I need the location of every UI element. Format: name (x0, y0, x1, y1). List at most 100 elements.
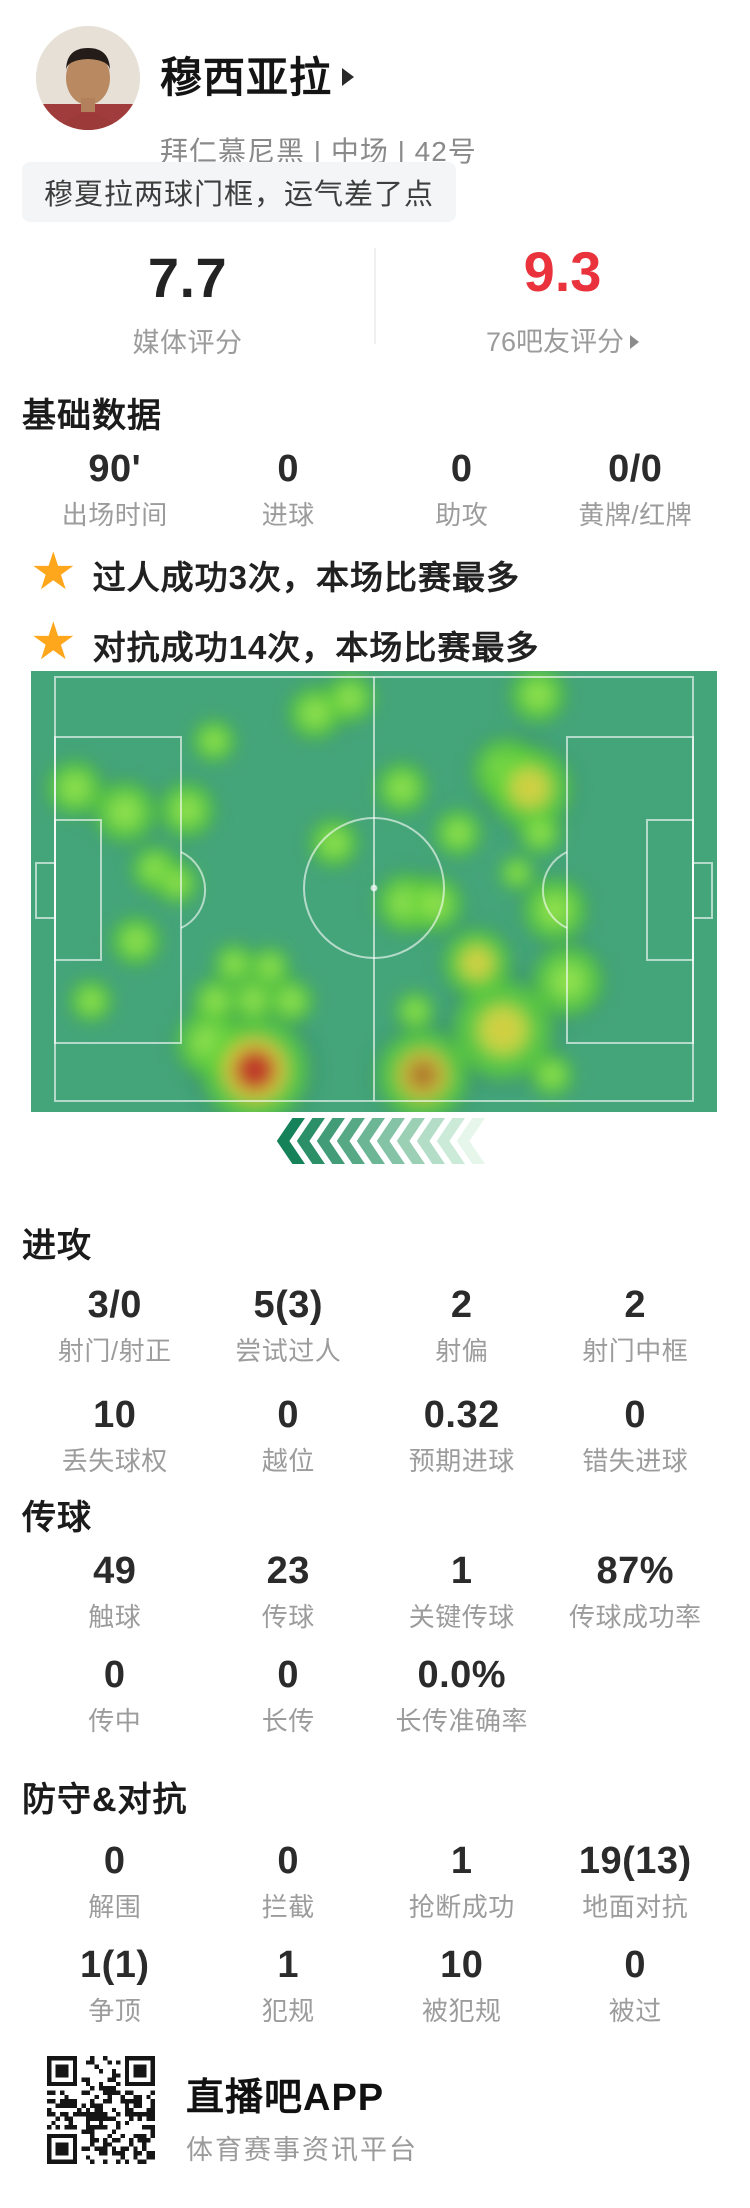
stat-cell: 1 犯规 (202, 1942, 376, 2028)
chevron-right-icon (630, 334, 640, 349)
stat-cell: 0/0 黄牌/红牌 (549, 446, 723, 532)
stat-label: 传中 (88, 1706, 142, 1736)
stat-cell: 23 传球 (202, 1548, 376, 1634)
heat-blob (538, 893, 572, 927)
stat-cell: 0 长传 (202, 1652, 376, 1738)
stat-value: 0 (277, 448, 300, 490)
stat-cell: 0 解围 (28, 1838, 202, 1924)
stat-label: 助攻 (435, 500, 489, 530)
stat-cell: 0.0% 长传准确率 (375, 1652, 549, 1738)
stat-cell: 49 触球 (28, 1548, 202, 1634)
player-avatar (36, 26, 140, 130)
stat-value: 1 (277, 1944, 300, 1986)
fan-rating-label-text: 76吧友评分 (485, 327, 625, 357)
stat-cell: 0 越位 (202, 1392, 376, 1478)
fan-rating-value: 9.3 (523, 240, 602, 303)
stat-value: 1 (450, 1550, 473, 1592)
stat-value: 0 (277, 1840, 300, 1882)
stat-label: 关键传球 (408, 1602, 515, 1632)
star-icon: ★ (30, 613, 77, 671)
player-name-row[interactable]: 穆西亚拉 (160, 44, 355, 105)
heat-blob (166, 872, 188, 894)
fan-rating-label: 76吧友评分 (375, 320, 750, 359)
stat-label: 进球 (261, 500, 315, 530)
stat-value: 1(1) (79, 1944, 150, 1986)
heat-blob (203, 989, 227, 1013)
heat-blob (508, 864, 526, 882)
stat-label: 错失进球 (582, 1446, 689, 1476)
stat-value: 10 (93, 1394, 137, 1436)
stat-label: 射门中框 (582, 1336, 689, 1366)
stat-value: 2 (450, 1284, 473, 1326)
stat-cell: 10 丢失球权 (28, 1392, 202, 1478)
stat-value: 0 (277, 1654, 300, 1696)
soccer-pitch-heatmap (31, 661, 717, 1135)
stat-cell: 0 错失进球 (549, 1392, 723, 1478)
heat-blob (464, 950, 490, 976)
stat-value: 0.0% (417, 1654, 507, 1696)
section-title-basic: 基础数据 (22, 397, 162, 435)
stat-value: 10 (440, 1944, 484, 1986)
stat-cell: 2 射偏 (375, 1282, 549, 1368)
stat-value: 19(13) (578, 1840, 692, 1882)
stat-cell: 1 抢断成功 (375, 1838, 549, 1924)
highlight-row: ★ 过人成功3次，本场比赛最多 (30, 546, 520, 602)
stat-value: 2 (624, 1284, 647, 1326)
heat-blob (405, 1001, 425, 1021)
stat-value: 90' (88, 448, 142, 490)
stat-label: 抢断成功 (408, 1892, 515, 1922)
ratings-panel: 7.7 媒体评分 9.3 76吧友评分 (0, 240, 750, 360)
stat-cell: 5(3) 尝试过人 (202, 1282, 376, 1368)
stat-cell: 0 拦截 (202, 1838, 376, 1924)
attack-direction-arrows (0, 1118, 750, 1164)
heat-blob (321, 830, 347, 856)
heat-blob (203, 730, 225, 752)
stat-cell: 0 传中 (28, 1652, 202, 1738)
heat-blob (389, 775, 415, 801)
stat-cell: 0 助攻 (375, 446, 549, 532)
heat-blob (279, 989, 303, 1013)
stat-label: 尝试过人 (235, 1336, 342, 1366)
stat-label: 传球成功率 (568, 1602, 702, 1632)
highlight-text: 对抗成功14次，本场比赛最多 (92, 629, 540, 666)
heat-blob (234, 1049, 276, 1091)
stat-label: 出场时间 (61, 500, 168, 530)
stat-label: 地面对抗 (582, 1892, 689, 1922)
defense-stats-row: 1(1) 争顶 1 犯规 10 被犯规 0 被过 (28, 1942, 722, 2028)
media-rating-value: 7.7 (147, 246, 228, 309)
stat-value: 1 (450, 1840, 473, 1882)
heat-blob (420, 889, 450, 919)
highlight-text: 过人成功3次，本场比赛最多 (92, 559, 520, 596)
stat-label: 射偏 (435, 1336, 489, 1366)
stat-label: 射门/射正 (57, 1336, 172, 1366)
stat-cell: 10 被犯规 (375, 1942, 549, 2028)
heat-blob (123, 928, 149, 954)
player-note: 穆夏拉两球门框，运气差了点 (22, 162, 457, 222)
stat-label: 长传 (261, 1706, 315, 1736)
app-tagline: 体育赛事资讯平台 (186, 2135, 418, 2165)
stat-cell: 1(1) 争顶 (28, 1942, 202, 2028)
stat-label: 被犯规 (421, 1996, 502, 2026)
stat-value: 0 (450, 448, 473, 490)
fan-rating[interactable]: 9.3 76吧友评分 (375, 240, 750, 359)
heat-blob (541, 1064, 563, 1086)
heat-blob (529, 822, 551, 844)
stat-value: 0/0 (608, 448, 663, 490)
stat-label: 丢失球权 (61, 1446, 168, 1476)
heat-blob (80, 990, 102, 1012)
stat-value: 5(3) (253, 1284, 324, 1326)
media-rating-label: 媒体评分 (0, 326, 375, 360)
stat-label: 传球 (261, 1602, 315, 1632)
attack-stats-row: 3/0 射门/射正 5(3) 尝试过人 2 射偏 2 射门中框 (28, 1282, 722, 1368)
stat-cell: 0 被过 (549, 1942, 723, 2028)
stat-cell: 90' 出场时间 (28, 446, 202, 532)
stat-label: 拦截 (261, 1892, 315, 1922)
stat-value: 0.32 (423, 1394, 500, 1436)
heat-blob (407, 1059, 439, 1091)
stat-cell: 0 进球 (202, 446, 376, 532)
app-name: 直播吧APP (186, 2077, 385, 2119)
stat-cell: 2 射门中框 (549, 1282, 723, 1368)
heat-blob (446, 821, 470, 845)
stat-label: 越位 (261, 1446, 315, 1476)
